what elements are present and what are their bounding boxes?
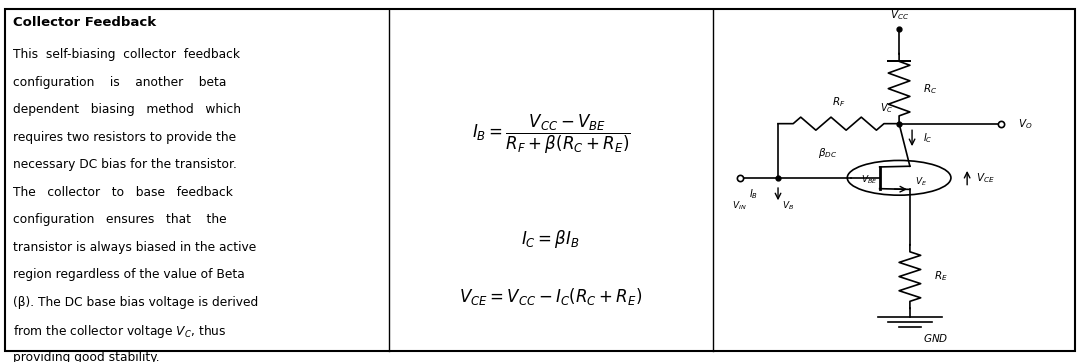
Text: necessary DC bias for the transistor.: necessary DC bias for the transistor. xyxy=(13,158,237,171)
Text: $V_{IN}$: $V_{IN}$ xyxy=(732,199,747,212)
Text: $V_{BE}$: $V_{BE}$ xyxy=(861,173,877,186)
Text: $V_O$: $V_O$ xyxy=(1018,117,1032,131)
Text: transistor is always biased in the active: transistor is always biased in the activ… xyxy=(13,241,256,254)
Text: $I_B = \dfrac{V_{CC} - V_{BE}}{R_F + \beta(R_C + R_E)}$: $I_B = \dfrac{V_{CC} - V_{BE}}{R_F + \be… xyxy=(472,112,630,156)
Text: from the collector voltage $V_C$, thus: from the collector voltage $V_C$, thus xyxy=(13,323,227,340)
Text: providing good stability.: providing good stability. xyxy=(13,351,160,362)
Text: $I_C = \beta I_B$: $I_C = \beta I_B$ xyxy=(522,228,580,250)
Text: The   collector   to   base   feedback: The collector to base feedback xyxy=(13,186,233,199)
Text: configuration   ensures   that    the: configuration ensures that the xyxy=(13,213,227,226)
Text: $R_C$: $R_C$ xyxy=(922,82,937,96)
Text: $V_{CC}$: $V_{CC}$ xyxy=(890,8,908,22)
Text: $R_F$: $R_F$ xyxy=(832,95,846,109)
Text: $V_B$: $V_B$ xyxy=(782,199,795,212)
Text: $GND$: $GND$ xyxy=(922,332,948,344)
Text: requires two resistors to provide the: requires two resistors to provide the xyxy=(13,131,237,144)
Text: $V_{CE}$: $V_{CE}$ xyxy=(976,171,995,185)
Text: This  self-biasing  collector  feedback: This self-biasing collector feedback xyxy=(13,48,240,61)
Text: $V_{CE} = V_{CC} - I_C(R_C + R_E)$: $V_{CE} = V_{CC} - I_C(R_C + R_E)$ xyxy=(459,286,643,307)
Text: $V_E$: $V_E$ xyxy=(916,175,928,188)
Text: $V_C$: $V_C$ xyxy=(880,101,894,115)
Text: dependent   biasing   method   which: dependent biasing method which xyxy=(13,103,241,116)
Text: configuration    is    another    beta: configuration is another beta xyxy=(13,76,227,89)
Text: Collector Feedback: Collector Feedback xyxy=(13,16,157,29)
Text: region regardless of the value of Beta: region regardless of the value of Beta xyxy=(13,268,245,281)
Text: $I_B$: $I_B$ xyxy=(750,187,758,201)
Text: $R_E$: $R_E$ xyxy=(934,270,947,283)
Text: (β). The DC base bias voltage is derived: (β). The DC base bias voltage is derived xyxy=(13,296,258,309)
Text: $\beta_{DC}$: $\beta_{DC}$ xyxy=(819,146,837,160)
Text: $I_C$: $I_C$ xyxy=(922,131,932,145)
